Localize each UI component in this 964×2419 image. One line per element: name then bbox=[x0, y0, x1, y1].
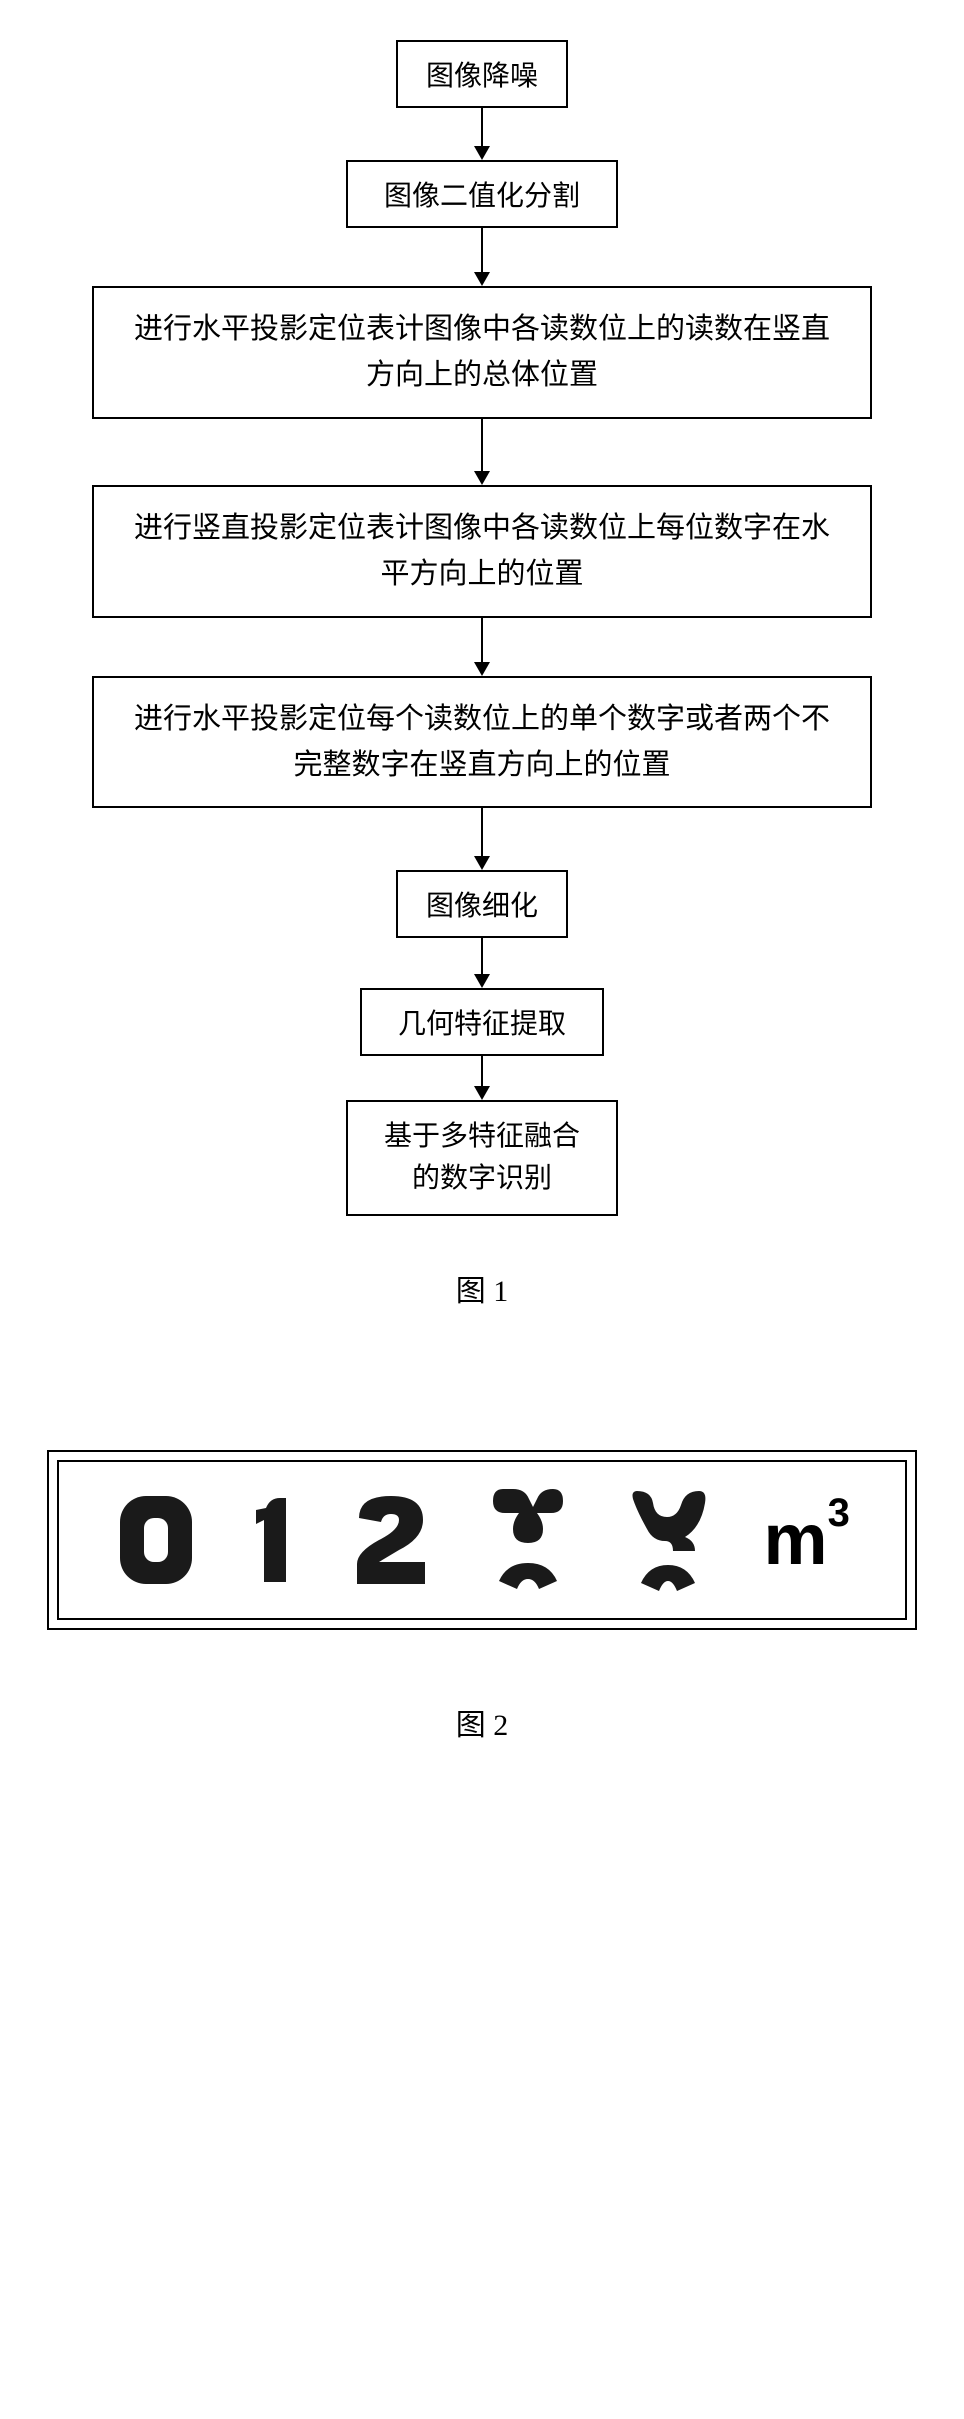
meter-digit-2 bbox=[349, 1490, 433, 1590]
node-label: 进行水平投影定位每个读数位上的单个数字或者两个不完整数字在竖直方向上的位置 bbox=[124, 696, 840, 789]
arrow bbox=[474, 618, 490, 676]
meter-partial-digit-a bbox=[483, 1485, 573, 1595]
node-label: 进行水平投影定位表计图像中各读数位上的读数在竖直方向上的总体位置 bbox=[124, 306, 840, 399]
flow-node-5: 进行水平投影定位每个读数位上的单个数字或者两个不完整数字在竖直方向上的位置 bbox=[92, 676, 872, 809]
meter-digit-0 bbox=[114, 1490, 198, 1590]
arrow bbox=[474, 108, 490, 160]
arrow-line bbox=[481, 938, 483, 974]
flow-node-2: 图像二值化分割 bbox=[346, 160, 618, 228]
flow-node-7: 几何特征提取 bbox=[360, 988, 604, 1056]
arrow-line bbox=[481, 228, 483, 272]
arrow-head-icon bbox=[474, 974, 490, 988]
flow-node-4: 进行竖直投影定位表计图像中各读数位上每位数字在水平方向上的位置 bbox=[92, 485, 872, 618]
arrow-line bbox=[481, 618, 483, 662]
node-label: 基于多特征融合 的数字识别 bbox=[384, 1116, 580, 1200]
arrow-line bbox=[481, 808, 483, 856]
arrow-head-icon bbox=[474, 662, 490, 676]
arrow bbox=[474, 1056, 490, 1100]
arrow bbox=[474, 808, 490, 870]
flow-node-3: 进行水平投影定位表计图像中各读数位上的读数在竖直方向上的总体位置 bbox=[92, 286, 872, 419]
node-label: 图像降噪 bbox=[426, 54, 538, 94]
meter-digit-1 bbox=[248, 1490, 298, 1590]
meter-container: m3 bbox=[47, 1450, 917, 1630]
figure-caption-1: 图 1 bbox=[456, 1266, 509, 1310]
meter-outer-frame: m3 bbox=[47, 1450, 917, 1630]
unit-base: m bbox=[764, 1499, 828, 1581]
arrow bbox=[474, 419, 490, 485]
node-label: 进行竖直投影定位表计图像中各读数位上每位数字在水平方向上的位置 bbox=[124, 505, 840, 598]
meter-unit: m3 bbox=[764, 1499, 850, 1581]
flow-node-1: 图像降噪 bbox=[396, 40, 568, 108]
unit-exponent: 3 bbox=[828, 1491, 850, 1536]
node-label: 图像细化 bbox=[426, 884, 538, 924]
flow-node-6: 图像细化 bbox=[396, 870, 568, 938]
arrow-line bbox=[481, 419, 483, 471]
arrow-head-icon bbox=[474, 146, 490, 160]
arrow-line bbox=[481, 108, 483, 146]
arrow-head-icon bbox=[474, 856, 490, 870]
flow-node-8: 基于多特征融合 的数字识别 bbox=[346, 1100, 618, 1216]
flowchart-container: 图像降噪 图像二值化分割 进行水平投影定位表计图像中各读数位上的读数在竖直方向上… bbox=[92, 40, 872, 1216]
figure-caption-2: 图 2 bbox=[456, 1700, 509, 1744]
meter-inner-frame: m3 bbox=[57, 1460, 907, 1620]
arrow-line bbox=[481, 1056, 483, 1086]
arrow bbox=[474, 938, 490, 988]
node-label: 图像二值化分割 bbox=[384, 174, 580, 214]
arrow-head-icon bbox=[474, 1086, 490, 1100]
arrow-head-icon bbox=[474, 471, 490, 485]
meter-partial-digit-b bbox=[623, 1485, 713, 1595]
node-label: 几何特征提取 bbox=[398, 1002, 566, 1042]
arrow-head-icon bbox=[474, 272, 490, 286]
arrow bbox=[474, 228, 490, 286]
